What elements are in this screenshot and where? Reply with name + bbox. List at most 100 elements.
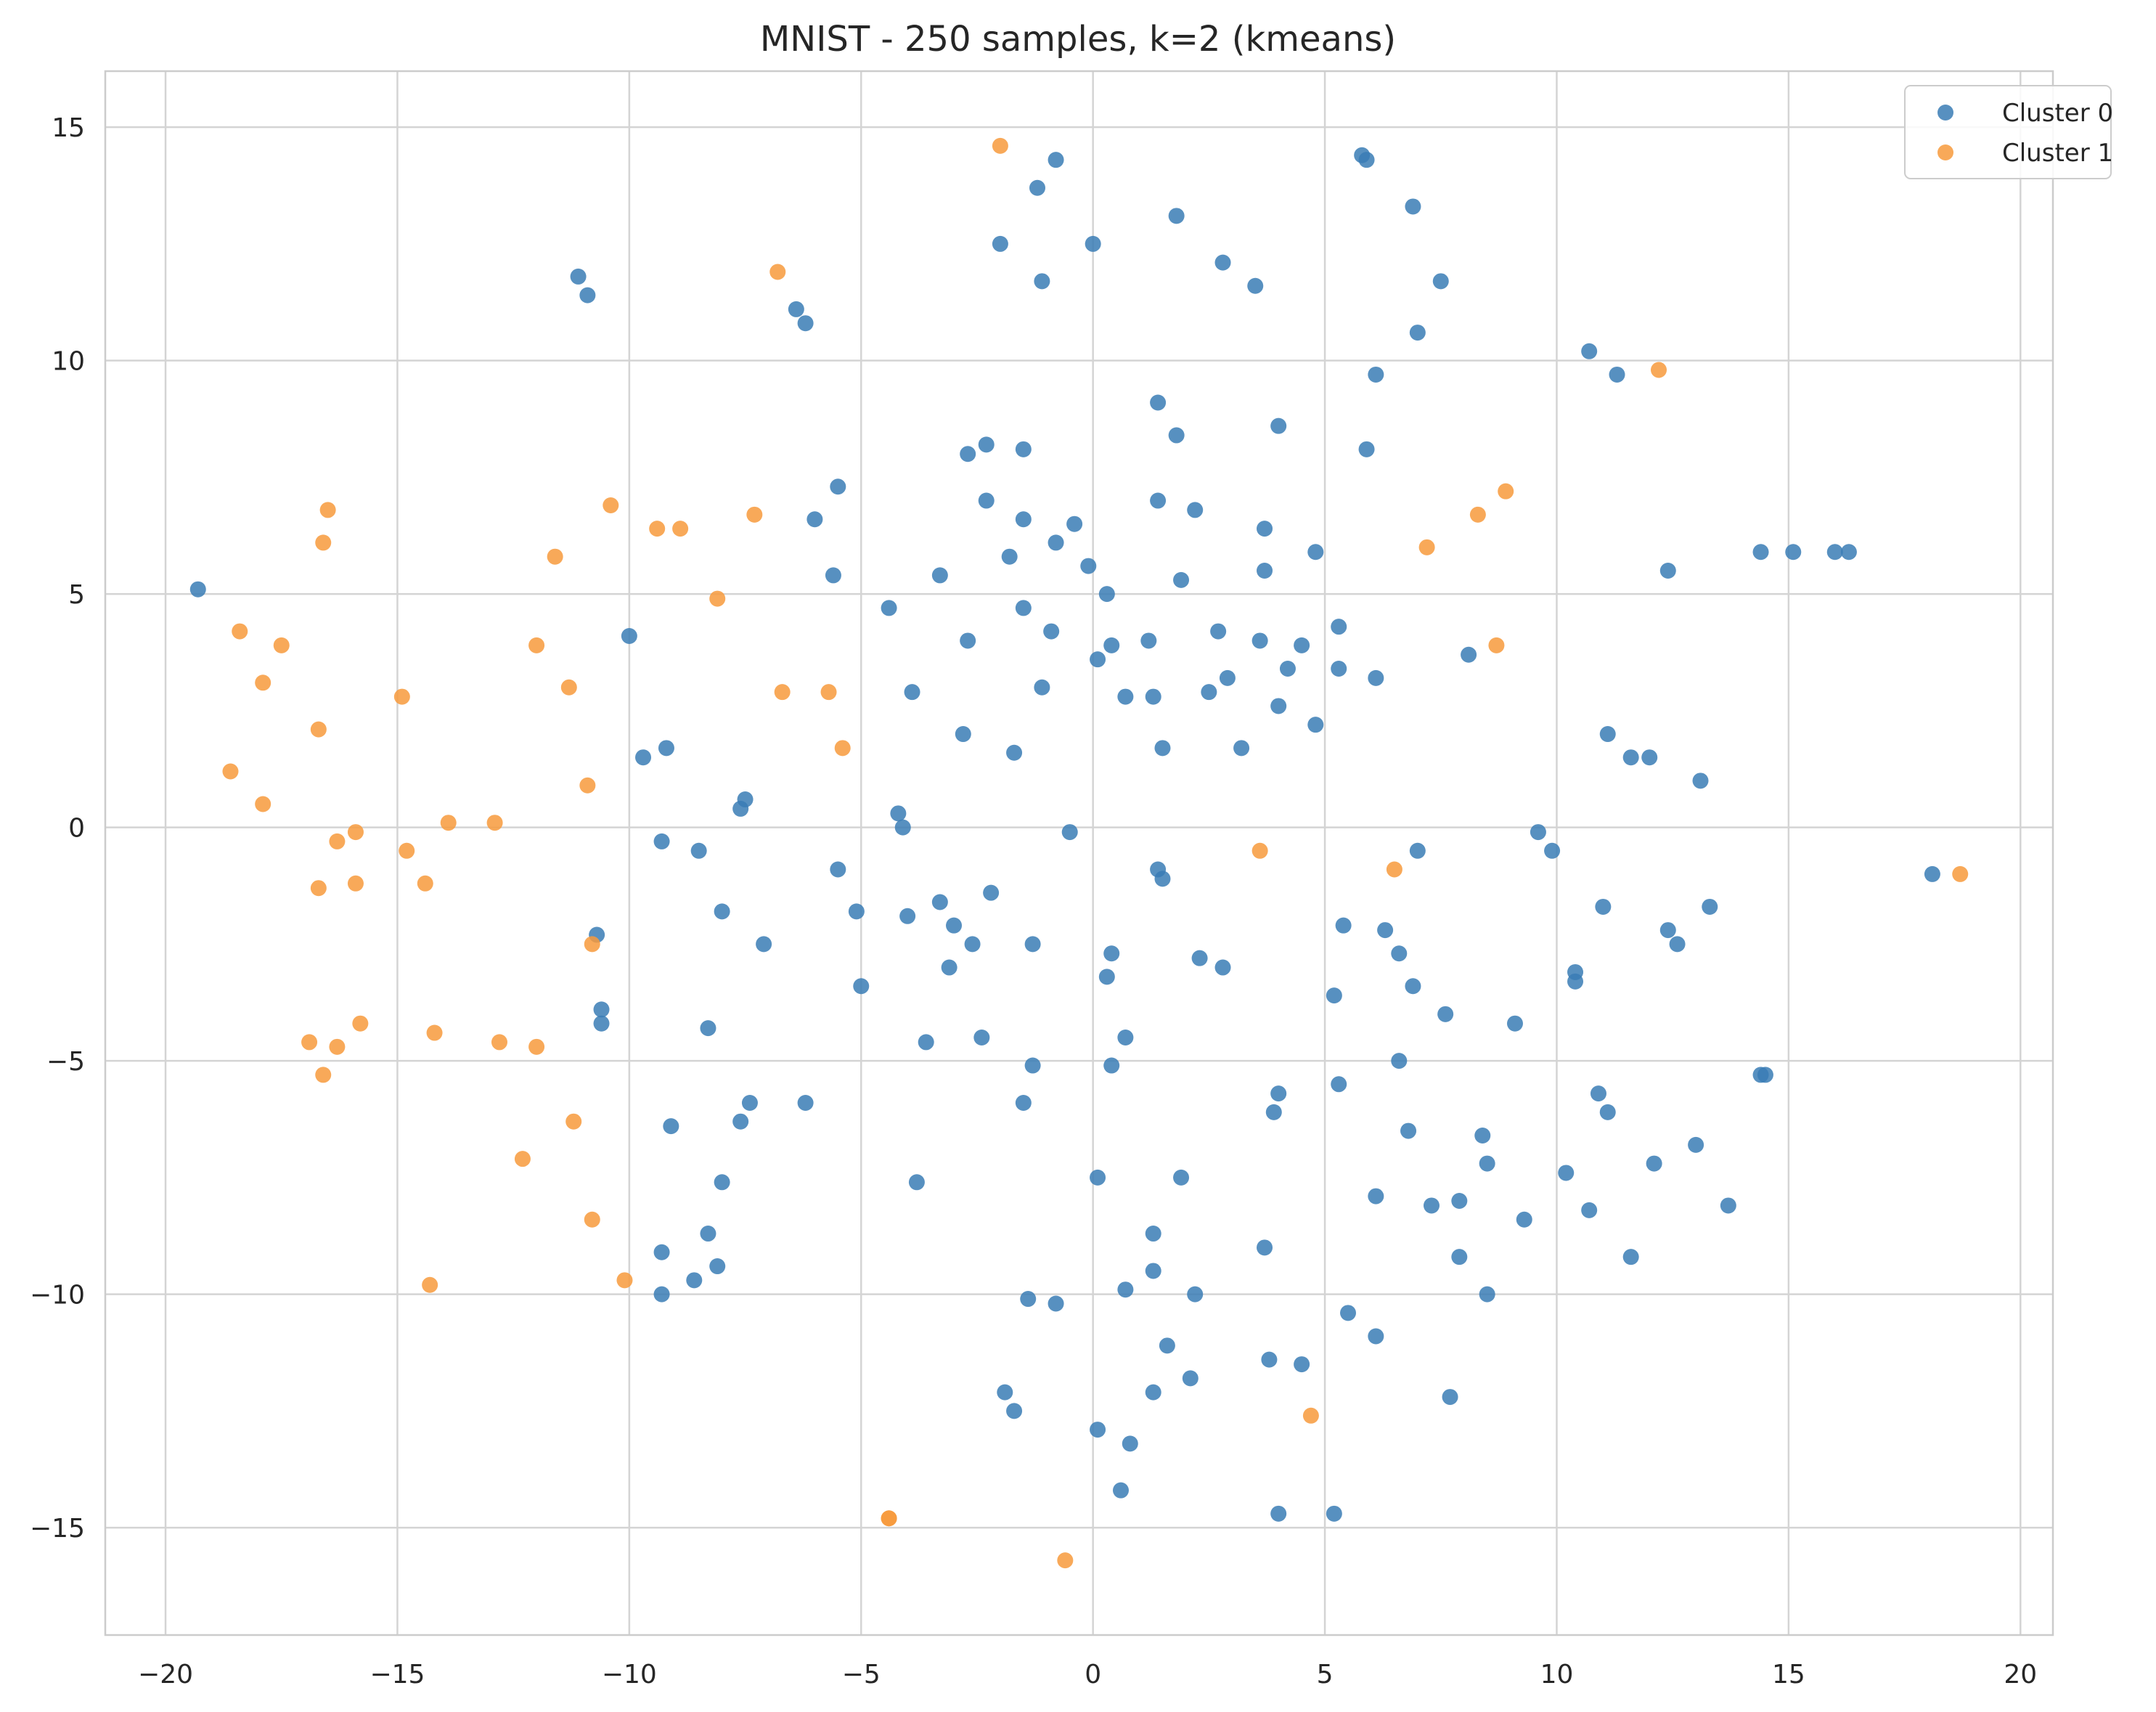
data-point-cluster-0 [1247, 277, 1264, 294]
data-point-cluster-0 [1006, 1403, 1023, 1419]
data-point-cluster-0 [973, 1029, 990, 1045]
data-point-cluster-0 [1006, 744, 1023, 761]
data-point-cluster-0 [1405, 978, 1421, 995]
legend-label-cluster-0: Cluster 0 [2002, 99, 2113, 128]
data-point-cluster-0 [1024, 936, 1041, 953]
data-point-cluster-0 [1544, 842, 1561, 859]
data-point-cluster-1 [834, 740, 851, 757]
data-point-cluster-1 [616, 1272, 633, 1289]
data-point-cluster-0 [1173, 1169, 1190, 1186]
data-point-cluster-1 [528, 637, 545, 653]
data-point-cluster-0 [1270, 698, 1287, 714]
x-tick-label: 0 [1085, 1660, 1101, 1689]
data-point-cluster-0 [1122, 1435, 1138, 1452]
data-point-cluster-0 [1358, 441, 1375, 457]
data-point-cluster-0 [1233, 740, 1250, 757]
data-point-cluster-1 [486, 815, 503, 831]
x-tick-label: 10 [1540, 1660, 1574, 1689]
data-point-cluster-0 [1154, 871, 1171, 887]
data-point-cluster-0 [1720, 1197, 1736, 1214]
data-point-cluster-0 [890, 805, 907, 822]
data-point-cluster-0 [1622, 1249, 1639, 1265]
data-point-cluster-0 [635, 749, 652, 766]
data-point-cluster-1 [301, 1034, 318, 1051]
data-point-cluster-0 [1595, 898, 1612, 915]
x-tick-label: −20 [138, 1660, 193, 1689]
data-point-cluster-1 [310, 721, 327, 738]
data-point-cluster-0 [1015, 1094, 1032, 1111]
data-point-cluster-0 [992, 235, 1008, 252]
data-point-cluster-0 [189, 581, 206, 598]
data-point-cluster-0 [1581, 343, 1598, 359]
data-point-cluster-1 [426, 1024, 443, 1041]
data-point-cluster-0 [983, 884, 1000, 901]
data-point-cluster-1 [992, 137, 1008, 154]
data-point-cluster-1 [881, 1510, 897, 1527]
data-point-cluster-1 [560, 679, 577, 696]
data-point-cluster-0 [1479, 1155, 1495, 1172]
data-point-cluster-0 [1029, 179, 1046, 196]
data-point-cluster-1 [649, 521, 666, 537]
data-point-cluster-0 [788, 301, 804, 317]
data-point-cluster-0 [848, 903, 865, 920]
data-point-cluster-0 [1103, 637, 1120, 653]
data-point-cluster-0 [1048, 1295, 1064, 1312]
data-point-cluster-1 [315, 534, 332, 551]
data-point-cluster-0 [894, 819, 911, 836]
data-point-cluster-0 [1609, 366, 1625, 383]
data-point-cluster-0 [1219, 669, 1236, 686]
data-point-cluster-0 [1622, 749, 1639, 766]
data-point-cluster-0 [732, 1113, 749, 1130]
data-point-cluster-0 [830, 861, 846, 878]
data-point-cluster-0 [1646, 1155, 1662, 1172]
data-point-cluster-0 [1358, 152, 1375, 168]
data-point-cluster-0 [1145, 688, 1161, 705]
data-point-cluster-0 [1117, 1029, 1134, 1045]
data-point-cluster-1 [1386, 861, 1402, 878]
data-point-cluster-0 [1257, 562, 1273, 579]
data-point-cluster-0 [807, 511, 823, 528]
data-point-cluster-0 [1461, 646, 1477, 663]
data-point-cluster-0 [1265, 1104, 1282, 1120]
data-point-cluster-0 [1590, 1085, 1606, 1102]
data-point-cluster-0 [1154, 740, 1171, 757]
data-point-cluster-0 [978, 492, 995, 509]
data-point-cluster-0 [1279, 661, 1296, 677]
data-point-cluster-0 [1400, 1122, 1417, 1139]
data-point-cluster-1 [820, 684, 837, 701]
grid [105, 71, 2053, 1635]
data-point-cluster-0 [797, 1094, 814, 1111]
data-point-cluster-1 [273, 637, 290, 653]
data-point-cluster-0 [741, 1094, 758, 1111]
data-point-cluster-0 [1405, 198, 1421, 215]
data-point-cluster-0 [1214, 959, 1231, 976]
data-point-cluster-0 [714, 903, 730, 920]
data-point-cluster-0 [1112, 1482, 1129, 1499]
data-point-cluster-0 [941, 959, 957, 976]
data-point-cluster-0 [1479, 1286, 1495, 1303]
data-point-cluster-1 [579, 777, 596, 794]
x-tick-label: −5 [842, 1660, 881, 1689]
data-point-cluster-0 [1001, 548, 1018, 565]
data-point-cluster-0 [1187, 1286, 1204, 1303]
data-point-cluster-0 [709, 1258, 726, 1275]
data-point-cluster-0 [931, 894, 948, 910]
data-point-cluster-0 [1437, 1006, 1454, 1022]
data-point-cluster-1 [393, 688, 410, 705]
data-point-cluster-0 [797, 315, 814, 332]
data-point-cluster-0 [1692, 773, 1709, 789]
data-point-cluster-0 [1145, 1384, 1161, 1401]
chart-title: MNIST - 250 samples, k=2 (kmeans) [760, 19, 1396, 60]
data-point-cluster-1 [746, 506, 763, 523]
data-point-cluster-0 [1140, 632, 1157, 649]
data-point-cluster-0 [1530, 824, 1546, 841]
data-point-cluster-0 [1335, 917, 1352, 934]
data-point-cluster-0 [1326, 987, 1342, 1004]
data-point-cluster-1 [565, 1113, 582, 1130]
data-point-cluster-0 [1034, 273, 1050, 290]
data-point-cluster-0 [1090, 1422, 1106, 1438]
data-point-cluster-0 [1432, 273, 1449, 290]
data-point-cluster-1 [584, 1211, 600, 1228]
data-point-cluster-0 [881, 600, 897, 616]
data-point-cluster-0 [700, 1020, 716, 1037]
